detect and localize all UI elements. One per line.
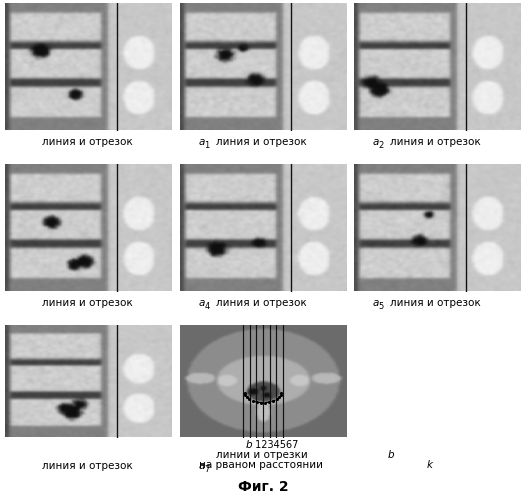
Text: a: a [198, 460, 205, 470]
Text: a: a [373, 137, 379, 147]
Text: линия и отрезок: линия и отрезок [390, 137, 484, 147]
Text: 2: 2 [379, 141, 384, 150]
Text: линия и отрезок: линия и отрезок [42, 460, 136, 470]
Text: b: b [246, 440, 252, 450]
Text: a: a [198, 298, 205, 308]
Text: линия и отрезок: линия и отрезок [390, 298, 484, 308]
Text: линия и отрезок: линия и отрезок [216, 137, 310, 147]
Text: k: k [426, 460, 432, 469]
Text: линии и отрезки: линии и отрезки [216, 450, 310, 460]
Text: 1234567: 1234567 [252, 440, 299, 450]
Text: a: a [373, 298, 379, 308]
Text: линия и отрезок: линия и отрезок [216, 298, 310, 308]
Text: линия и отрезок: линия и отрезок [42, 298, 136, 308]
Text: 5: 5 [379, 302, 384, 311]
Text: 7: 7 [204, 464, 209, 473]
Text: на рваном расстоянии: на рваном расстоянии [199, 460, 327, 469]
Text: 1: 1 [204, 141, 209, 150]
Text: 4: 4 [204, 302, 209, 311]
Text: a: a [198, 137, 205, 147]
Text: b: b [388, 450, 394, 460]
Text: линия и отрезок: линия и отрезок [42, 137, 136, 147]
Text: Фиг. 2: Фиг. 2 [238, 480, 288, 494]
